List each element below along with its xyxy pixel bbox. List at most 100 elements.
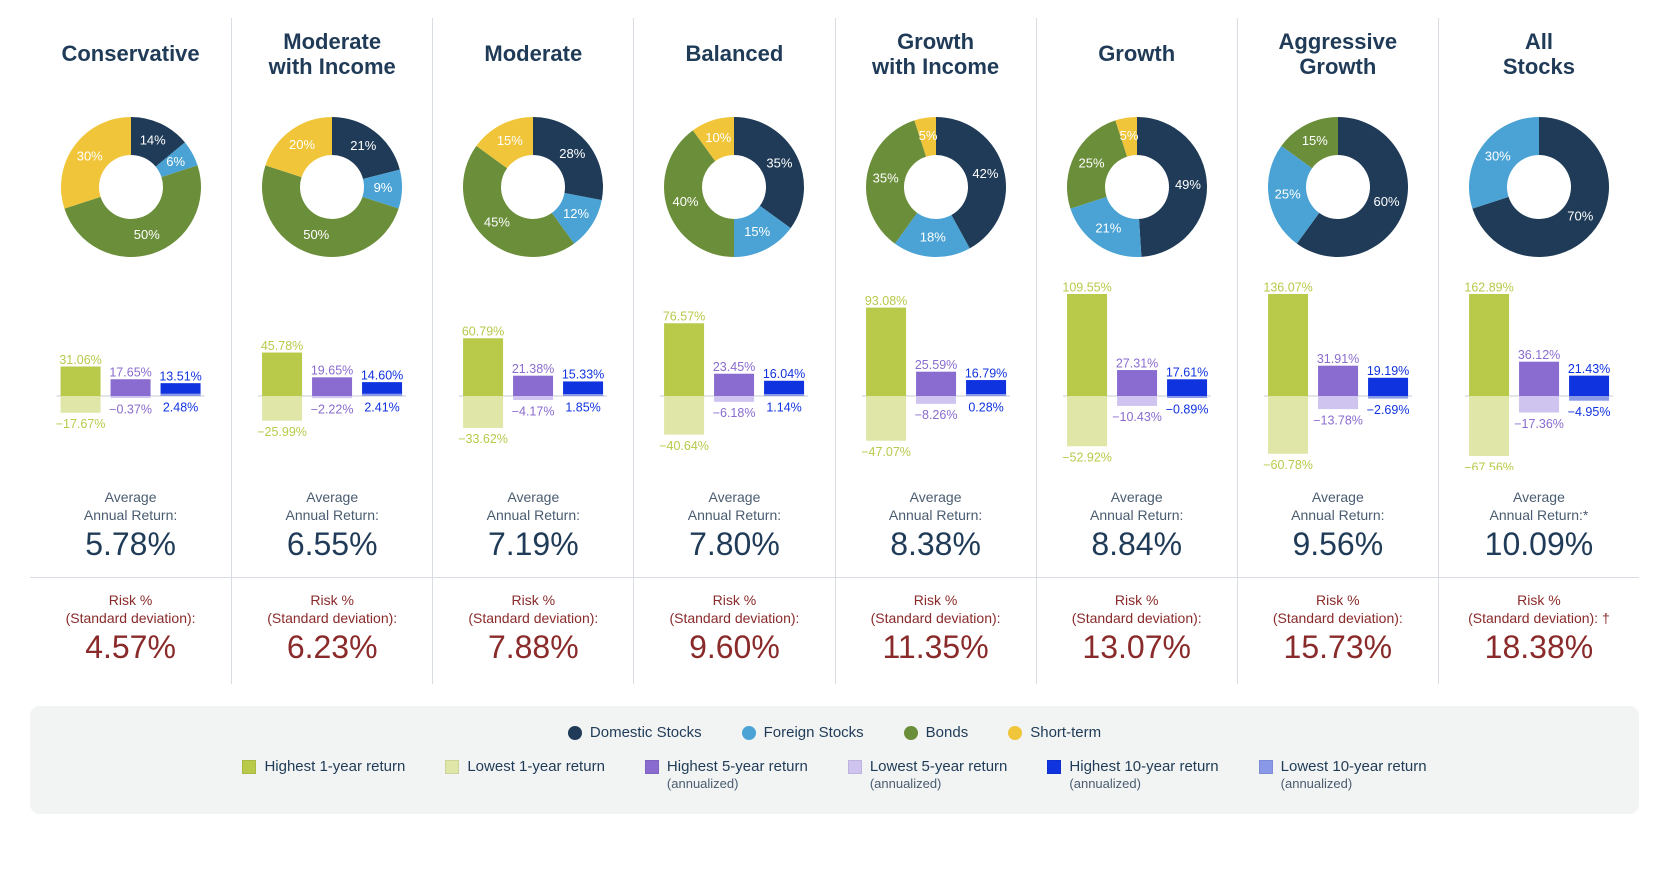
bar-label-lo10: 2.48%	[163, 400, 198, 414]
average-return-label: AverageAnnual Return:	[1041, 489, 1233, 524]
bar-lo1	[1268, 396, 1308, 454]
bar-label-hi5: 17.65%	[109, 366, 151, 380]
risk-label: Risk %(Standard deviation): †	[1443, 592, 1635, 627]
average-return-label: AverageAnnual Return:	[840, 489, 1032, 524]
bar-label-lo5: −4.17%	[512, 404, 555, 418]
risk-value: 11.35%	[840, 629, 1032, 666]
legend-label: Lowest 5-year return(annualized)	[870, 758, 1008, 792]
risk-value: 4.57%	[34, 629, 227, 666]
legend-swatch-square	[242, 760, 256, 774]
legend-swatch-square	[645, 760, 659, 774]
returns-bar-chart: 60.79%−33.62%21.38%−4.17%15.33%1.85%	[433, 280, 633, 470]
profile-title: Balanced	[634, 18, 834, 90]
risk-label: Risk %(Standard deviation):	[236, 592, 428, 627]
legend-sublabel: (annualized)	[870, 776, 1008, 792]
bar-lo10	[1569, 396, 1609, 401]
average-return-block: AverageAnnual Return:7.19%	[433, 470, 633, 577]
bar-label-hi10: 21.43%	[1568, 362, 1610, 376]
slice-label-shortterm: 5%	[918, 128, 937, 143]
profile-title: Moderate with Income	[232, 18, 432, 90]
profile-title: All Stocks	[1439, 18, 1639, 90]
slice-label-domestic: 35%	[767, 155, 793, 170]
average-return-value: 10.09%	[1443, 526, 1635, 563]
slice-label-domestic: 42%	[972, 166, 998, 181]
bar-label-lo10: −0.89%	[1165, 402, 1208, 416]
profile-column: All Stocks70%30%162.89%−67.56%36.12%−17.…	[1438, 18, 1639, 684]
average-return-block: AverageAnnual Return:8.84%	[1037, 470, 1237, 577]
legend-item: Lowest 1-year return	[445, 758, 605, 776]
slice-domestic	[734, 117, 804, 228]
bar-lo10	[966, 394, 1006, 396]
bar-lo1	[1067, 396, 1107, 446]
risk-label: Risk %(Standard deviation):	[1041, 592, 1233, 627]
bar-lo5	[312, 396, 352, 398]
bar-lo10	[1368, 396, 1408, 399]
profile-title: Moderate	[433, 18, 633, 90]
legend-item: Lowest 5-year return(annualized)	[848, 758, 1008, 792]
bar-label-lo5: −0.37%	[109, 402, 152, 416]
allocation-donut: 49%21%25%5%	[1037, 90, 1237, 280]
bar-label-hi1: 136.07%	[1263, 280, 1312, 294]
risk-block: Risk %(Standard deviation):13.07%	[1037, 577, 1237, 684]
average-return-value: 9.56%	[1242, 526, 1434, 563]
legend-sublabel: (annualized)	[1281, 776, 1427, 792]
average-return-block: AverageAnnual Return:9.56%	[1238, 470, 1438, 577]
bar-hi5	[916, 372, 956, 396]
returns-bar-chart: 76.57%−40.64%23.45%−6.18%16.04%1.14%	[634, 280, 834, 470]
legend-item: Highest 10-year return(annualized)	[1047, 758, 1218, 792]
slice-label-foreign: 12%	[563, 206, 589, 221]
profile-title: Conservative	[30, 18, 231, 90]
slice-label-domestic: 70%	[1567, 208, 1593, 223]
risk-value: 6.23%	[236, 629, 428, 666]
average-return-value: 7.19%	[437, 526, 629, 563]
legend-swatch-circle	[1008, 726, 1022, 740]
bar-label-lo10: 2.41%	[364, 400, 399, 414]
slice-label-domestic: 49%	[1175, 177, 1201, 192]
bar-lo1	[664, 396, 704, 435]
bar-lo5	[1318, 396, 1358, 409]
bar-hi5	[111, 379, 151, 396]
slice-label-foreign: 30%	[1485, 148, 1511, 163]
bar-label-lo10: 0.28%	[968, 400, 1003, 414]
risk-label: Risk %(Standard deviation):	[840, 592, 1032, 627]
average-return-value: 6.55%	[236, 526, 428, 563]
bar-label-hi1: 109.55%	[1062, 280, 1111, 294]
legend-label: Short-term	[1030, 724, 1101, 742]
bar-hi5	[513, 376, 553, 396]
risk-value: 18.38%	[1443, 629, 1635, 666]
legend-swatch-square	[1259, 760, 1273, 774]
slice-label-bonds: 40%	[673, 194, 699, 209]
slice-label-shortterm: 30%	[76, 148, 102, 163]
legend-label: Lowest 10-year return(annualized)	[1281, 758, 1427, 792]
allocation-donut: 60%25%15%	[1238, 90, 1438, 280]
profiles-grid: Conservative14%6%50%30%31.06%−17.67%17.6…	[30, 18, 1639, 684]
bar-label-lo5: −6.18%	[713, 406, 756, 420]
allocation-donut: 42%18%35%5%	[836, 90, 1036, 280]
bar-lo10	[764, 394, 804, 396]
bar-label-hi10: 17.61%	[1165, 366, 1207, 380]
slice-label-bonds: 50%	[133, 227, 159, 242]
average-return-block: AverageAnnual Return:*10.09%	[1439, 470, 1639, 577]
bar-label-lo10: −2.69%	[1366, 403, 1409, 417]
bar-hi5	[1318, 366, 1358, 396]
bar-lo1	[463, 396, 503, 428]
bar-hi10	[1368, 378, 1408, 396]
bar-label-lo1: −25.99%	[257, 425, 307, 439]
bar-lo10	[563, 394, 603, 396]
legend-swatch-circle	[742, 726, 756, 740]
risk-block: Risk %(Standard deviation):7.88%	[433, 577, 633, 684]
bar-hi10	[966, 380, 1006, 396]
allocation-donut: 70% 30%	[1439, 90, 1639, 280]
bar-lo1	[262, 396, 302, 421]
allocation-donut: 14%6%50%30%	[30, 90, 231, 280]
risk-block: Risk %(Standard deviation):15.73%	[1238, 577, 1438, 684]
bar-label-lo10: 1.85%	[566, 400, 601, 414]
bar-label-hi5: 25.59%	[914, 358, 956, 372]
legend-panel: Domestic StocksForeign StocksBondsShort-…	[30, 706, 1639, 814]
slice-label-domestic: 21%	[350, 138, 376, 153]
bar-lo10	[161, 394, 201, 396]
profile-title: Aggressive Growth	[1238, 18, 1438, 90]
risk-label: Risk %(Standard deviation):	[34, 592, 227, 627]
risk-block: Risk %(Standard deviation):4.57%	[30, 577, 231, 684]
bar-label-hi1: 60.79%	[462, 325, 504, 339]
